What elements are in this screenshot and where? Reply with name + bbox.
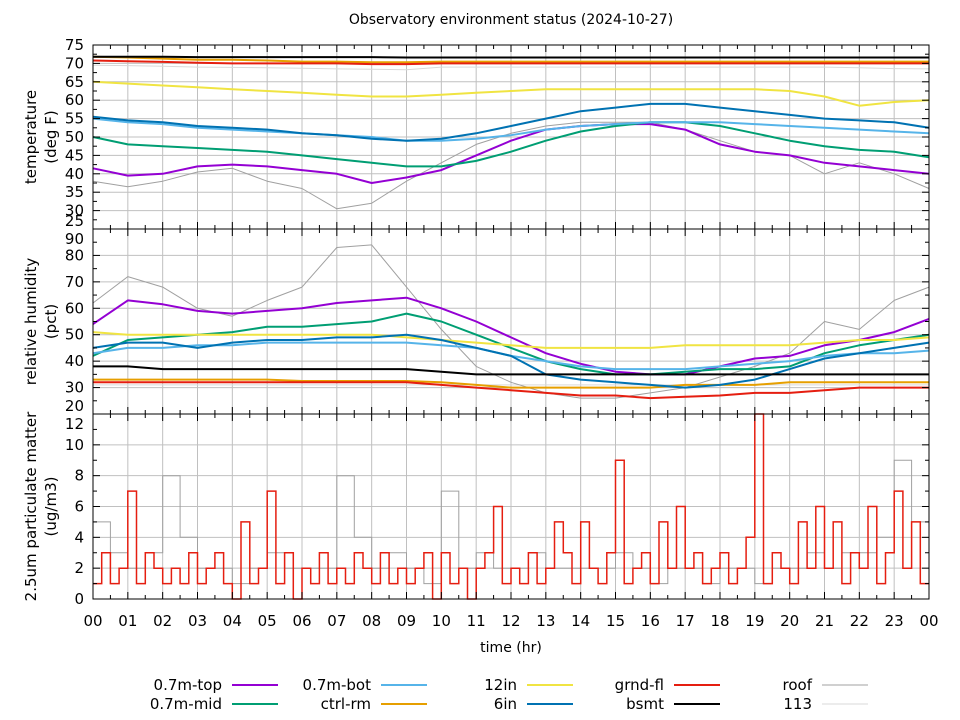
axes: 00 01 02 03 04 05 06 07 08 09 10 11 12 13 14 15 16 17 18 19… [22,36,939,630]
legend-label: 0.7m-bot [303,676,372,694]
y-tick-label: 35 [65,183,84,201]
x-tick-label: 08 [362,612,381,630]
series-line-grnd-fl [93,381,929,400]
series-line-ctrl-rm [93,378,929,389]
x-tick-label: 03 [188,612,207,630]
x-tick-label: 01 [118,612,137,630]
y-tick-label: 2 [74,559,84,577]
series-line-ctrl-rm [92,55,929,64]
series-line-6in [92,333,930,389]
y-tick-label: 90 [65,230,84,248]
y-tick-label: 20 [65,397,84,415]
y-tick-label: 50 [65,326,84,344]
series-line-roof [92,244,930,399]
series-line-0.7m-top [92,296,930,376]
x-tick-label: 05 [258,612,277,630]
legend-label: roof [783,676,813,694]
x-tick-label: 21 [815,612,834,630]
legend-label: bsmt [626,695,664,713]
legend-label: 113 [783,695,812,713]
y-tick-label: 40 [65,165,84,183]
y-tick-label: 70 [65,54,84,72]
x-tick-label: 22 [850,612,869,630]
y-tick-label: 0 [74,590,84,608]
y-tick-label: 25 [65,212,84,230]
x-tick-label: 09 [397,612,416,630]
legend-label: 0.7m-mid [150,695,222,713]
legend-label: ctrl-rm [321,695,371,713]
x-tick-label: 16 [641,612,660,630]
series-line-0.7m-mid [92,312,930,376]
x-tick-label: 23 [885,612,904,630]
y-tick-label: 30 [65,379,84,397]
x-tick-label: 14 [571,612,590,630]
y-axis-label-line: relative humidity [22,258,40,386]
legend-label: 12in [484,676,517,694]
y-axis-label: relative humidity (pct) [22,258,60,386]
x-tick-label: 06 [292,612,311,630]
y-tick-label: 70 [65,273,84,291]
y-tick-label: 12 [65,415,84,433]
y-tick-label: 50 [65,128,84,146]
y-tick-label: 60 [65,299,84,317]
x-tick-label: 13 [536,612,555,630]
series-line-0.7m-bot [92,117,930,142]
legend-label: 0.7m-top [154,676,222,694]
chart-title: Observatory environment status (2024-10-… [349,12,673,28]
series-line-12in [92,331,930,349]
y-tick-label: 80 [65,246,84,264]
series-line-113 [92,64,930,71]
y-tick-label: 8 [74,467,84,485]
y-axis-label-line: (pct) [42,304,60,339]
series-line-6in [92,102,930,142]
legend-label: grnd-fl [615,676,664,694]
y-tick-label: 45 [65,146,84,164]
y-tick-label: 4 [74,528,84,546]
y-tick-label: 10 [65,436,84,454]
x-tick-label: 10 [432,612,451,630]
x-tick-label: 07 [327,612,346,630]
y-tick-label: 30 [65,202,84,220]
x-tick-label: 00 [919,612,938,630]
x-tick-label: 12 [501,612,520,630]
x-tick-label: 17 [676,612,695,630]
x-tick-label: 11 [467,612,486,630]
panel-frame [92,413,930,600]
legend-label: 6in [494,695,517,713]
y-axis-label: 2.5um particulate matter (ug/m3) [22,411,60,601]
y-axis-label: temperature (deg F) [22,90,60,184]
series-line-grnd-fl [92,59,929,66]
y-tick-label: 65 [65,73,84,91]
x-tick-label: 15 [606,612,625,630]
x-tick-label: 20 [780,612,799,630]
y-tick-label: 6 [74,498,84,516]
y-tick-label: 60 [65,91,84,109]
y-tick-label: 75 [65,36,84,54]
series-line-0.7m-mid [92,121,930,168]
x-tick-label: 02 [153,612,172,630]
y-axis-label-line: 2.5um particulate matter [22,411,40,601]
y-axis-label-line: (ug/m3) [42,477,60,537]
y-tick-label: 40 [65,352,84,370]
y-tick-label: 55 [65,110,84,128]
series-line-bsmt [93,55,929,59]
series-line-0.7m-top [92,123,930,184]
series-line-bsmt [93,365,929,376]
y-axis-label-line: temperature [22,90,40,184]
x-tick-label: 19 [745,612,764,630]
series-line-12in [92,80,930,107]
x-tick-label: 18 [710,612,729,630]
x-axis-label: time (hr) [480,640,542,656]
y-axis-label-line: (deg F) [42,110,60,163]
x-tick-label: 00 [83,612,102,630]
x-tick-label: 04 [223,612,242,630]
